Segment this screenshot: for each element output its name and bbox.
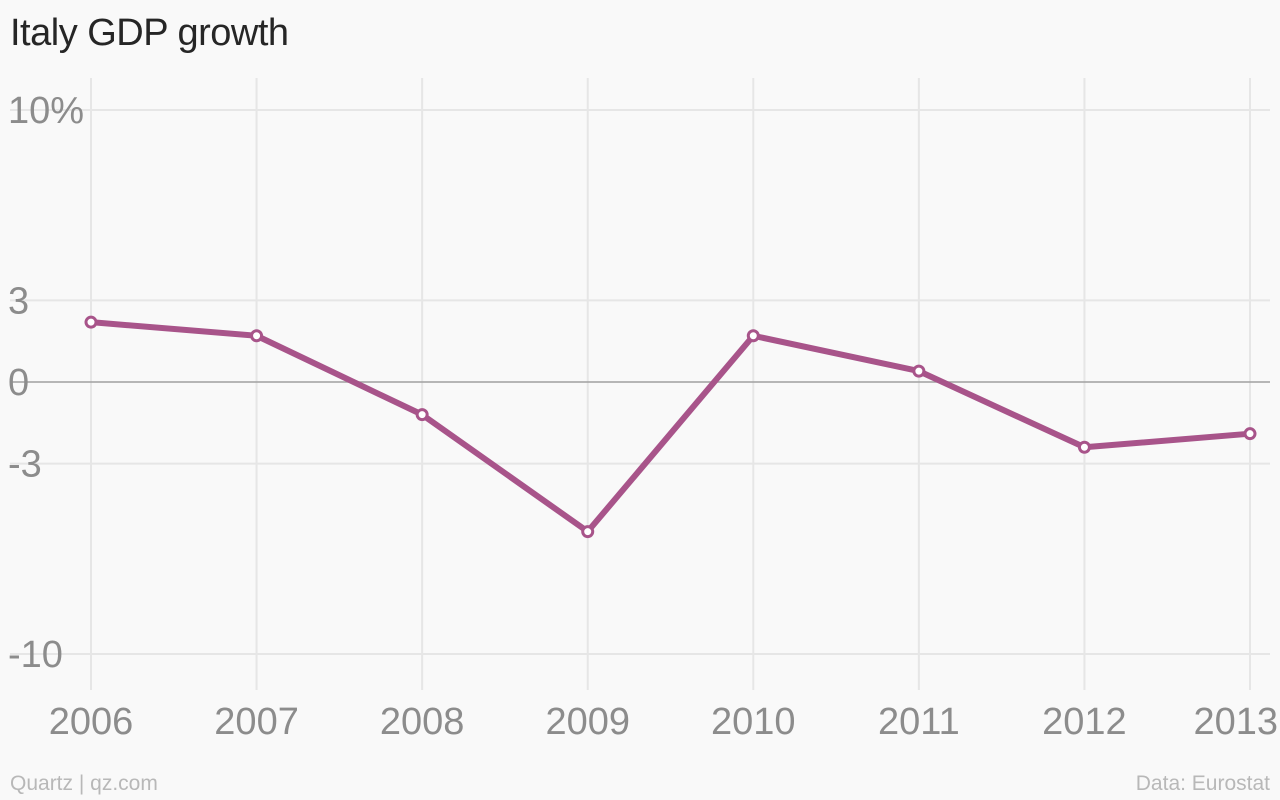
series-line bbox=[88, 319, 1253, 535]
x-axis-tick-labels: 2006 2007 2008 2009 2010 2011 2012 2013 bbox=[49, 701, 1278, 743]
chart-title: Italy GDP growth bbox=[10, 12, 289, 54]
y-tick-label: 10% bbox=[8, 90, 84, 132]
footer-credit: Quartz | qz.com bbox=[10, 772, 158, 795]
data-points-group bbox=[84, 315, 1257, 539]
data-point bbox=[250, 329, 264, 343]
data-point bbox=[581, 525, 595, 539]
horizontal-gridlines bbox=[10, 109, 1270, 655]
x-tick-label: 2008 bbox=[380, 701, 465, 743]
data-point bbox=[415, 408, 429, 422]
x-tick-label: 2011 bbox=[878, 701, 960, 743]
data-point bbox=[912, 364, 926, 378]
x-tick-label: 2007 bbox=[214, 701, 299, 743]
x-tick-label: 2009 bbox=[545, 701, 630, 743]
y-tick-label: 0 bbox=[8, 362, 29, 404]
series-line-group bbox=[88, 319, 1253, 535]
x-tick-label: 2013 bbox=[1193, 701, 1278, 743]
x-tick-label: 2012 bbox=[1042, 701, 1127, 743]
x-tick-label: 2006 bbox=[49, 701, 134, 743]
y-tick-label: 3 bbox=[8, 280, 29, 322]
y-tick-label: -3 bbox=[8, 444, 42, 486]
data-point bbox=[84, 315, 98, 329]
x-tick-label: 2010 bbox=[711, 701, 796, 743]
vertical-gridlines bbox=[90, 78, 1251, 690]
y-tick-label: -10 bbox=[8, 634, 63, 676]
y-axis-tick-labels: 10% 3 0 -3 -10 bbox=[8, 90, 84, 676]
data-point bbox=[1077, 440, 1091, 454]
footer-source: Data: Eurostat bbox=[1135, 772, 1270, 795]
data-point bbox=[746, 329, 760, 343]
data-point bbox=[1243, 427, 1257, 441]
